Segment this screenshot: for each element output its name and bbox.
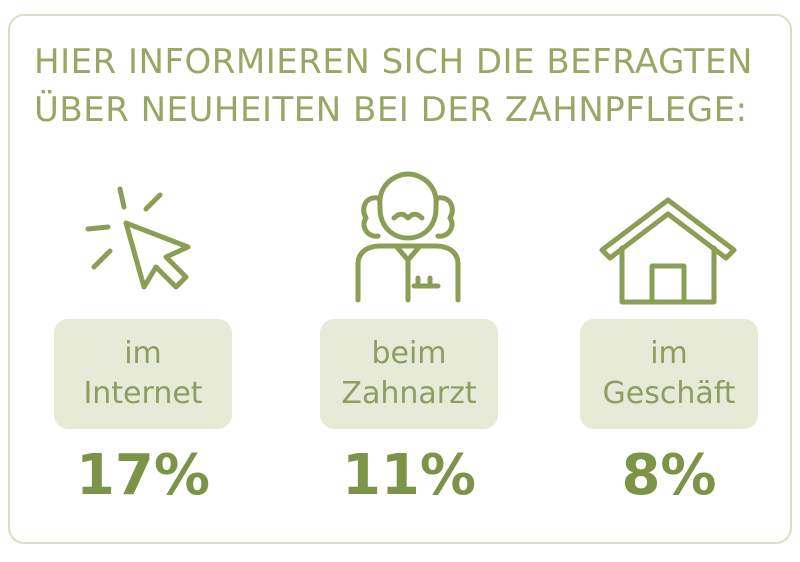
title-line-2: ÜBER NEUHEITEN BEI DER ZAHNPFLEGE: — [34, 90, 748, 130]
label-line: Internet — [83, 376, 203, 411]
category-label-internet: im Internet — [54, 319, 232, 429]
category-label-zahnarzt: beim Zahnarzt — [320, 319, 498, 429]
infographic-title: HIER INFORMIEREN SICH DIE BEFRAGTEN ÜBER… — [34, 38, 774, 134]
value-label-geschaeft: 8% — [621, 443, 717, 508]
label-line: Zahnarzt — [341, 376, 477, 411]
infographic-frame — [8, 14, 792, 544]
label-line: im — [124, 336, 162, 371]
house-icon — [599, 197, 737, 305]
value-label-zahnarzt: 11% — [341, 443, 477, 508]
label-line: Geschäft — [602, 376, 736, 411]
dentist-person-icon — [355, 171, 461, 303]
title-line-1: HIER INFORMIEREN SICH DIE BEFRAGTEN — [34, 42, 753, 82]
value-label-internet: 17% — [75, 443, 211, 508]
label-line: beim — [371, 336, 447, 371]
label-line: im — [650, 336, 688, 371]
category-label-geschaeft: im Geschäft — [580, 319, 758, 429]
cursor-click-icon — [85, 186, 191, 290]
